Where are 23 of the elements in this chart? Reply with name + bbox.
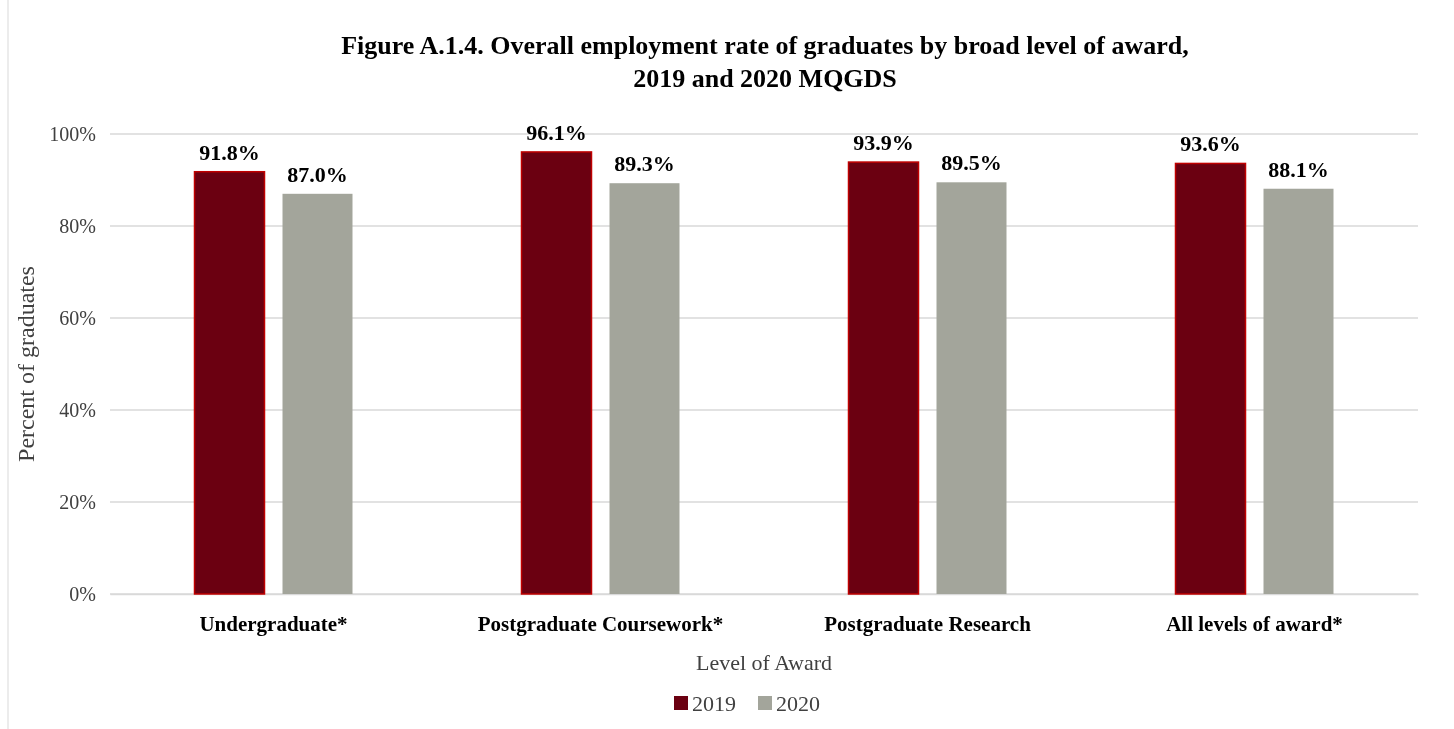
data-label: 91.8% [199,139,260,165]
chart-title: Figure A.1.4. Overall employment rate of graduates by broad level of award, 2019 and 2020 MQGDS [341,31,1189,93]
y-tick-label: 0% [69,582,96,605]
legend-label: 2020 [776,691,820,716]
x-tick-label: All levels of award* [1166,611,1343,636]
y-tick-label: 60% [59,306,96,329]
data-label: 88.1% [1268,156,1329,182]
x-axis-title: Level of Award [695,650,833,675]
y-tick-label: 20% [59,490,96,513]
data-label: 89.5% [941,150,1002,176]
data-label: 89.3% [614,151,675,177]
x-tick-label: Postgraduate Research [824,611,1032,636]
x-tick-label: Postgraduate Coursework* [477,611,724,636]
y-tick-label: 80% [59,214,96,237]
data-label: 93.9% [853,130,914,156]
data-label: 96.1% [526,119,587,145]
data-label: 93.6% [1180,131,1241,157]
y-axis-title: Percent of graduates [13,266,39,462]
legend-label: 2019 [692,691,736,716]
y-tick-label: 40% [59,398,96,421]
x-tick-label: Undergraduate* [199,611,348,636]
data-label: 87.0% [287,161,348,187]
y-tick-label: 100% [49,122,96,145]
